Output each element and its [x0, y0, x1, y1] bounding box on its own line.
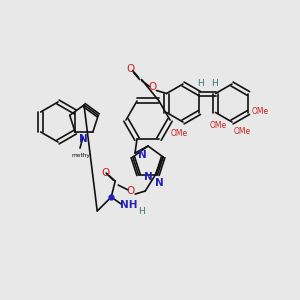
- Text: N: N: [155, 178, 164, 188]
- Text: O: O: [126, 186, 134, 196]
- Text: N: N: [79, 134, 87, 144]
- Text: O: O: [126, 64, 135, 74]
- Text: OMe: OMe: [251, 106, 268, 116]
- Text: H: H: [138, 207, 145, 216]
- Text: H: H: [197, 79, 204, 88]
- Text: H: H: [211, 79, 218, 88]
- Text: N: N: [138, 150, 147, 160]
- Text: methyl: methyl: [72, 153, 92, 158]
- Text: N: N: [144, 172, 153, 182]
- Text: OMe: OMe: [170, 128, 188, 137]
- Text: O: O: [101, 168, 109, 178]
- Text: OMe: OMe: [233, 127, 250, 136]
- Text: O: O: [148, 82, 157, 92]
- Text: NH: NH: [121, 200, 138, 210]
- Text: OMe: OMe: [209, 121, 226, 130]
